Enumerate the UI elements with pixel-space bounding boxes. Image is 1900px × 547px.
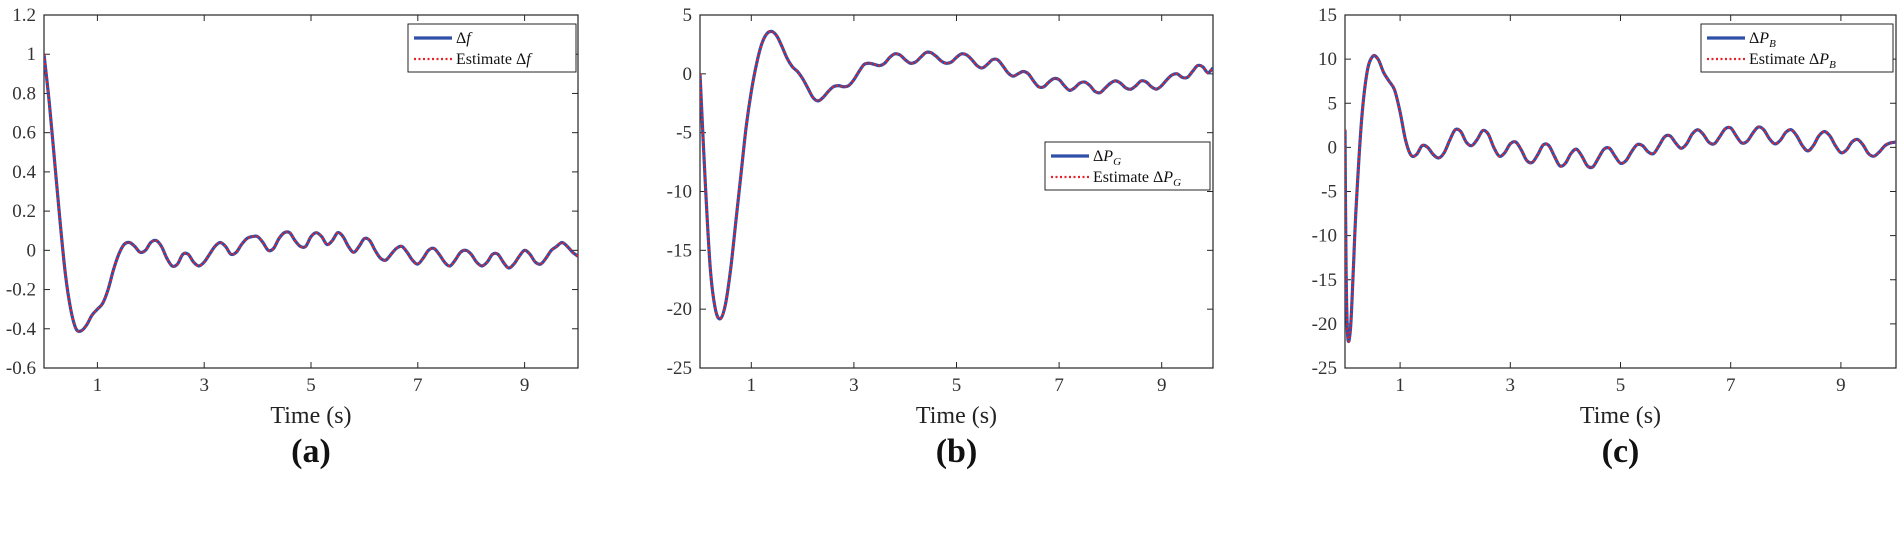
series-line-estimate: [44, 54, 578, 333]
legend-box: [407, 23, 577, 73]
legend-entry: Δf: [456, 30, 473, 47]
legend-prefix: Δ: [456, 30, 466, 47]
x-tick-label: 7: [413, 375, 423, 396]
y-tick-label: 15: [1318, 5, 1337, 26]
legend-entry: Estimate ΔPB: [1749, 51, 1836, 71]
legend-prefix: Estimate Δ: [1093, 169, 1163, 186]
plot-area: [43, 14, 579, 369]
legend-variable: f: [466, 30, 473, 47]
plot-area: [1344, 14, 1897, 369]
y-tick-label: 0: [27, 240, 37, 261]
y-tick-label: -15: [1312, 270, 1337, 291]
x-tick-label: 3: [1506, 375, 1516, 396]
y-tick-label: -25: [1312, 358, 1337, 379]
legend-prefix: Δ: [1093, 148, 1103, 165]
x-tick-label: 5: [1616, 375, 1626, 396]
legend-box: [1700, 23, 1894, 73]
series-line-estimate: [1345, 54, 1896, 343]
legend-entry: ΔPB: [1749, 30, 1776, 50]
legend-subscript: B: [1829, 59, 1836, 71]
y-tick-label: 10: [1318, 49, 1337, 70]
x-tick-label: 5: [952, 375, 962, 396]
legend-subscript: G: [1173, 177, 1181, 189]
x-tick-label: 5: [306, 375, 316, 396]
y-tick-label: 0.4: [12, 162, 36, 183]
legend-prefix: Estimate Δ: [456, 51, 526, 68]
x-axis-title: Time (s): [270, 403, 351, 429]
y-tick-label: 0: [683, 64, 693, 85]
x-axis-title: Time (s): [916, 403, 997, 429]
y-tick-label: 5: [683, 5, 693, 26]
y-tick-label: -0.6: [6, 358, 36, 379]
y-tick-label: -20: [1312, 314, 1337, 335]
legend-variable: P: [1102, 148, 1113, 165]
x-tick-label: 1: [1395, 375, 1405, 396]
y-tick-label: 0.2: [12, 201, 36, 222]
legend-variable: P: [1818, 51, 1829, 68]
chart-panel-1: -0.6 -0.4 -0.2 0 0.2 0.4 0.6 0.8 1 1.2 1 3 5 7 9 Time (…: [6, 5, 579, 470]
legend-entry: Estimate ΔPG: [1093, 169, 1181, 189]
legend-prefix: Estimate Δ: [1749, 51, 1819, 68]
legend-entry: Estimate Δf: [456, 51, 533, 68]
panel-label: (c): [1602, 433, 1640, 470]
x-tick-label: 9: [1157, 375, 1167, 396]
x-tick-label: 9: [1836, 375, 1846, 396]
x-tick-label: 3: [849, 375, 859, 396]
y-tick-label: -5: [676, 123, 692, 144]
x-tick-label: 7: [1726, 375, 1736, 396]
legend-variable: P: [1162, 169, 1173, 186]
y-tick-label: 0.8: [12, 83, 36, 104]
panel-label: (b): [936, 433, 978, 470]
y-tick-label: 5: [1328, 93, 1338, 114]
y-tick-label: 0.6: [12, 123, 36, 144]
x-tick-label: 7: [1054, 375, 1064, 396]
y-tick-label: -5: [1321, 182, 1337, 203]
y-tick-label: -25: [667, 358, 692, 379]
y-tick-label: 0: [1328, 137, 1338, 158]
legend-prefix: Δ: [1749, 30, 1759, 47]
y-tick-label: -10: [1312, 226, 1337, 247]
panel-label: (a): [291, 433, 331, 470]
plot-area: [699, 14, 1214, 369]
y-tick-label: 1.2: [12, 5, 36, 26]
y-tick-label: -0.2: [6, 280, 36, 301]
y-tick-label: 1: [27, 44, 37, 65]
legend-subscript: B: [1769, 38, 1776, 50]
series-line-estimate: [700, 30, 1213, 320]
legend-subscript: G: [1113, 156, 1121, 168]
legend-variable: f: [526, 51, 533, 68]
x-tick-label: 3: [199, 375, 209, 396]
x-tick-label: 1: [747, 375, 757, 396]
x-axis-title: Time (s): [1580, 403, 1661, 429]
y-tick-label: -0.4: [6, 319, 37, 340]
x-tick-label: 1: [93, 375, 103, 396]
y-tick-label: -10: [667, 182, 692, 203]
legend-entry: ΔPG: [1093, 148, 1121, 168]
legend-box: [1044, 141, 1211, 191]
y-tick-label: -15: [667, 240, 692, 261]
legend-variable: P: [1758, 30, 1769, 47]
y-tick-label: -20: [667, 299, 692, 320]
x-tick-label: 9: [520, 375, 530, 396]
